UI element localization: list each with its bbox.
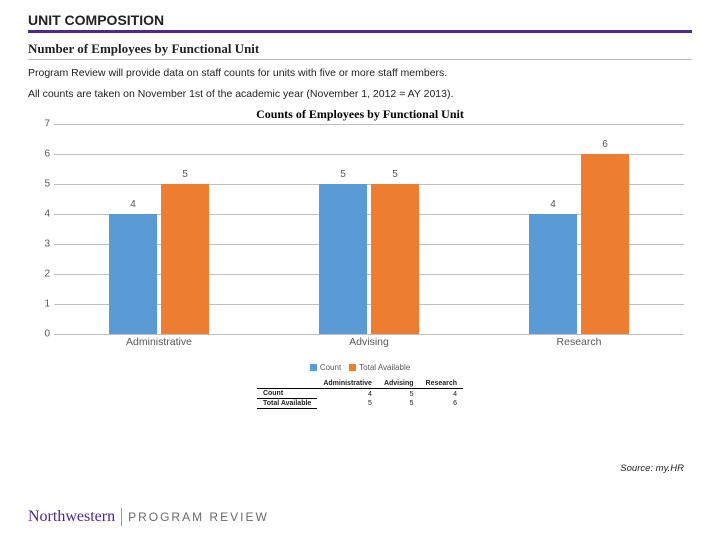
table-row: Count454 xyxy=(257,389,463,399)
y-axis-label: 0 xyxy=(34,329,50,340)
brand-wordmark: Northwestern xyxy=(28,508,115,526)
bar: 4 xyxy=(109,214,157,334)
source-text: Source: my.HR xyxy=(620,463,684,474)
y-axis-label: 2 xyxy=(34,269,50,280)
bar-value-label: 5 xyxy=(371,169,419,180)
program-wordmark: PROGRAM REVIEW xyxy=(128,510,269,524)
table-header: Advising xyxy=(378,379,420,389)
chart-title: Counts of Employees by Functional Unit xyxy=(28,107,692,122)
table-cell: Count xyxy=(257,389,317,399)
section-subheading: Number of Employees by Functional Unit xyxy=(28,41,692,60)
table-cell: 4 xyxy=(420,389,464,399)
description-1: Program Review will provide data on staf… xyxy=(28,66,692,81)
bar-value-label: 5 xyxy=(319,169,367,180)
bar: 5 xyxy=(371,184,419,334)
legend-swatch xyxy=(349,364,356,371)
description-2: All counts are taken on November 1st of … xyxy=(28,87,692,102)
bar-value-label: 4 xyxy=(529,199,577,210)
y-axis-label: 4 xyxy=(34,209,50,220)
bar-group: 45 xyxy=(109,184,209,334)
bar-group: 55 xyxy=(319,184,419,334)
x-axis-label: Administrative xyxy=(54,336,264,348)
y-axis-label: 6 xyxy=(34,149,50,160)
bar: 5 xyxy=(161,184,209,334)
bar-value-label: 6 xyxy=(581,139,629,150)
bar: 6 xyxy=(581,154,629,334)
grid-line xyxy=(54,124,684,125)
table-cell: 4 xyxy=(317,389,378,399)
grid-line xyxy=(54,334,684,335)
bar: 4 xyxy=(529,214,577,334)
table-cell: 6 xyxy=(420,399,464,409)
table-cell: 5 xyxy=(317,399,378,409)
footer-logo: Northwestern PROGRAM REVIEW xyxy=(28,508,269,526)
table-cell: 5 xyxy=(378,389,420,399)
table-header: Administrative xyxy=(317,379,378,389)
table-row: Total Available556 xyxy=(257,399,463,409)
legend-label: Total Available xyxy=(359,363,410,372)
section-heading: UNIT COMPOSITION xyxy=(28,12,692,33)
data-table: AdministrativeAdvisingResearchCount454To… xyxy=(257,379,463,409)
y-axis-label: 7 xyxy=(34,119,50,130)
table-cell: 5 xyxy=(378,399,420,409)
logo-separator xyxy=(121,508,122,526)
bar-group: 46 xyxy=(529,154,629,334)
legend-item: Count xyxy=(310,363,341,372)
chart-legend: Count Total Available xyxy=(28,363,692,373)
legend-label: Count xyxy=(320,363,341,372)
bar-value-label: 4 xyxy=(109,199,157,210)
bar-value-label: 5 xyxy=(161,169,209,180)
x-axis-label: Research xyxy=(474,336,684,348)
table-header: Research xyxy=(420,379,464,389)
y-axis-label: 1 xyxy=(34,299,50,310)
bar: 5 xyxy=(319,184,367,334)
x-axis-label: Advising xyxy=(264,336,474,348)
legend-item: Total Available xyxy=(349,363,410,372)
table-header xyxy=(257,379,317,389)
y-axis-label: 3 xyxy=(34,239,50,250)
table-cell: Total Available xyxy=(257,399,317,409)
y-axis-label: 5 xyxy=(34,179,50,190)
bar-chart: 01234567 455546 AdministrativeAdvisingRe… xyxy=(34,124,684,359)
legend-swatch xyxy=(310,364,317,371)
